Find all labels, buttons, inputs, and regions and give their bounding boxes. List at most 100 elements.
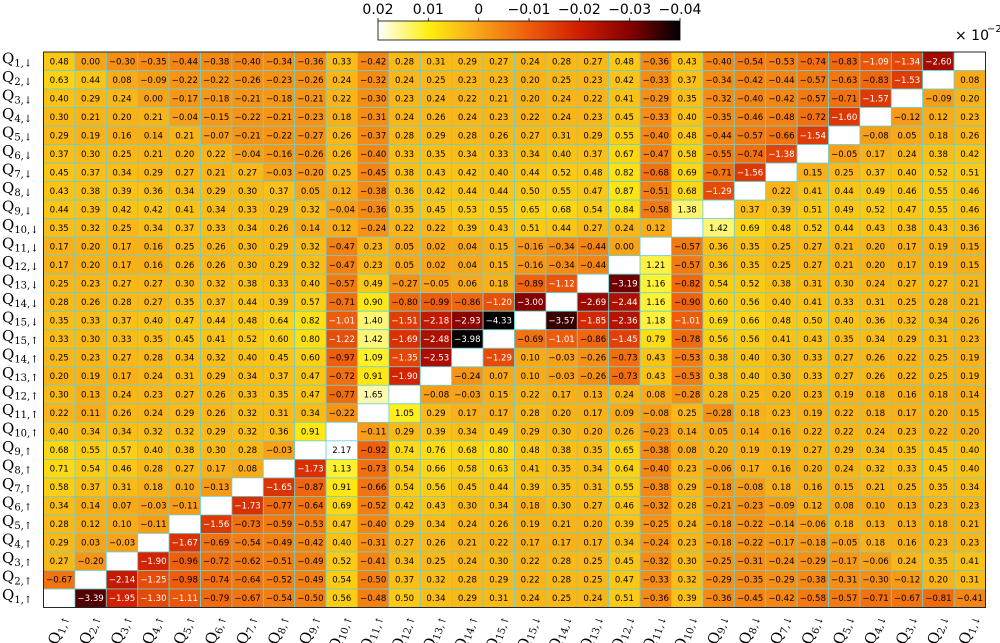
cell-label: −0.51 [643,187,669,197]
cell-label: 0.32 [301,242,320,252]
cell-label: −2.60 [925,57,951,67]
cell-label: 0.16 [144,261,163,271]
cell-label: −0.57 [329,279,355,289]
cell-label: 0.25 [835,168,854,178]
cell-label: 0.54 [395,465,414,475]
cell-label: 0.34 [238,224,257,234]
cell-label: 0.32 [678,576,697,586]
cell-label: −0.57 [800,94,826,104]
cell-label: 0.65 [521,205,540,215]
cell-label: 0.37 [740,205,759,215]
cell-label: 0.34 [489,502,508,512]
cell-label: 0.23 [395,94,414,104]
cell-label: 0.21 [207,168,226,178]
cell-label: 0.20 [50,372,69,382]
cell-label: −0.24 [360,224,386,234]
cell-label: 0.20 [583,520,602,530]
cell-label: 0.31 [866,298,885,308]
cell-label: 0.28 [395,131,414,141]
cell-label: −0.73 [611,354,637,364]
cell-label: 0.40 [144,316,163,326]
cell-label: −0.29 [768,576,794,586]
cell-label: −1.20 [486,298,512,308]
cell-label: −0.86 [454,298,480,308]
cell-label: 0.69 [678,168,697,178]
cell-label: 0.29 [207,372,226,382]
cell-label: 0.19 [772,446,791,456]
cell-label: 0.34 [112,428,131,438]
cell-label: 0.19 [521,520,540,530]
cell-label: 0.15 [803,168,822,178]
cell-label: 0.38 [709,372,728,382]
cell-label: 0.21 [552,520,571,530]
cell-label: 0.27 [175,168,194,178]
cell-label: −0.26 [297,150,323,160]
cell-label: 0.46 [112,465,131,475]
cell-label: −0.27 [391,279,417,289]
row-label: Q11,↑ [2,401,39,421]
cell-label: 0.33 [395,150,414,160]
cell-label: 0.32 [866,465,885,475]
cell-label: −0.52 [266,576,292,586]
cell-label: 0.00 [144,94,163,104]
cell-label: 0.24 [426,94,445,104]
cell-label: −0.08 [862,131,888,141]
cell-label: −0.87 [297,483,323,493]
cell-label: 0.35 [678,94,697,104]
cell-label: 0.24 [112,94,131,104]
cell-label: 0.35 [740,261,759,271]
cell-label: 0.29 [583,131,602,141]
cell-label: −0.05 [831,539,857,549]
col-label: Q6,↓ [798,612,826,643]
row-label: Q12,↑ [2,383,39,403]
cell-label: −0.15 [203,113,229,123]
cell-label: 0.32 [81,224,100,234]
cell-label: −0.46 [737,113,763,123]
cell-label: 0.23 [364,261,383,271]
cell-label: 0.05 [897,131,916,141]
cell-label: −0.92 [360,446,386,456]
cell-label: 0.29 [395,428,414,438]
cell-label: −0.05 [423,279,449,289]
cell-label: 0.24 [866,428,885,438]
cell-label: 0.27 [112,354,131,364]
cell-label: −0.71 [329,298,355,308]
cell-label: 0.22 [835,409,854,419]
cell-label: 0.58 [678,150,697,160]
cell-label: −0.40 [705,57,731,67]
cell-label: 0.33 [897,465,916,475]
cell-label: −0.69 [517,335,543,345]
empty-cell [419,366,453,386]
cell-label: 0.26 [866,372,885,382]
cell-label: 0.48 [772,224,791,234]
cell-label: 0.51 [803,205,822,215]
cell-label: −0.18 [266,94,292,104]
empty-cell [576,273,610,294]
cell-label: 1.42 [709,224,728,234]
cell-label: −0.23 [643,428,669,438]
cell-label: 0.28 [521,409,540,419]
colorbar [377,20,681,41]
cell-label: 0.26 [207,242,226,252]
cell-label: 0.16 [897,539,916,549]
cell-label: 0.27 [583,57,602,67]
cell-label: −0.29 [800,557,826,567]
cell-label: 0.25 [929,354,948,364]
cell-label: −0.05 [831,150,857,160]
cell-label: 0.16 [144,242,163,252]
cell-label: −3.39 [77,594,103,604]
cell-label: 0.35 [175,298,194,308]
col-label: Q7,↓ [767,612,795,643]
cell-label: −4.33 [486,316,512,326]
cell-label: −0.03 [266,168,292,178]
cell-label: −0.21 [234,94,260,104]
cell-label: 0.23 [929,539,948,549]
cell-label: −0.55 [705,150,731,160]
colorbar-tick-label: −0.03 [608,2,651,18]
cell-label: −0.51 [266,557,292,567]
cell-label: −1.25 [140,576,166,586]
cell-label: 0.02 [426,242,445,252]
cell-label: 0.48 [615,57,634,67]
cell-label: 0.26 [489,131,508,141]
